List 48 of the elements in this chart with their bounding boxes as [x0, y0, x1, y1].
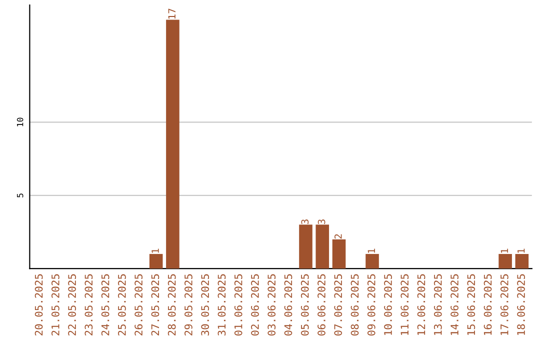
x-tick-label: 26.05.2025 — [134, 274, 142, 336]
bar — [515, 254, 529, 269]
bar — [166, 20, 180, 269]
x-tick-label: 20.05.2025 — [34, 274, 43, 336]
data-label: 1 — [518, 248, 525, 253]
data-label: 1 — [500, 248, 508, 253]
data-label: 3 — [318, 220, 326, 224]
bar — [316, 224, 330, 269]
x-tick-label: 27.05.2025 — [151, 274, 160, 336]
x-tick-label: 11.06.2025 — [400, 274, 409, 335]
x-tick-label: 15.06.2025 — [467, 274, 476, 335]
x-tick-label: 17.06.2025 — [500, 274, 508, 335]
x-tick-label: 09.06.2025 — [367, 274, 376, 336]
x-tick-label: 14.06.2025 — [450, 274, 458, 335]
x-tick-label: 01.06.2025 — [234, 274, 242, 336]
data-label: 17 — [168, 8, 176, 19]
data-label: 2 — [334, 234, 342, 239]
x-tick-label: 12.06.2025 — [417, 274, 426, 335]
x-tick-label: 28.05.2025 — [168, 274, 176, 336]
x-tick-label: 05.06.2025 — [300, 274, 309, 336]
x-tick-label: 04.06.2025 — [284, 274, 292, 336]
x-tick-label: 18.06.2025 — [517, 274, 525, 335]
x-tick-label: 25.05.2025 — [118, 274, 126, 336]
x-tick-label: 08.06.2025 — [350, 274, 359, 336]
x-tick-label: 07.06.2025 — [334, 274, 342, 336]
bar — [498, 254, 512, 269]
x-tick-label: 06.06.2025 — [318, 274, 326, 336]
x-tick-label: 31.05.2025 — [218, 274, 226, 336]
y-tick-label: 10 — [16, 118, 24, 126]
bar — [332, 239, 346, 269]
x-tick-label: 29.05.2025 — [184, 274, 192, 336]
x-tick-label: 24.05.2025 — [101, 274, 110, 336]
x-tick-label: 23.05.2025 — [84, 274, 93, 336]
bar — [366, 254, 379, 269]
data-label: 1 — [368, 248, 375, 253]
bar — [299, 224, 312, 269]
bar — [149, 254, 163, 269]
data-label: 3 — [301, 220, 309, 224]
x-tick-label: 16.06.2025 — [484, 274, 492, 335]
data-label: 1 — [152, 248, 159, 253]
x-tick-label: 21.05.2025 — [51, 274, 60, 336]
x-tick-label: 02.06.2025 — [251, 274, 259, 336]
x-tick-label: 22.05.2025 — [68, 274, 76, 336]
x-tick-label: 30.05.2025 — [201, 274, 210, 336]
x-tick-label: 13.06.2025 — [434, 274, 442, 335]
x-tick-label: 03.06.2025 — [268, 274, 276, 336]
x-tick-label: 10.06.2025 — [384, 274, 392, 335]
y-tick-label: 5 — [17, 194, 24, 198]
